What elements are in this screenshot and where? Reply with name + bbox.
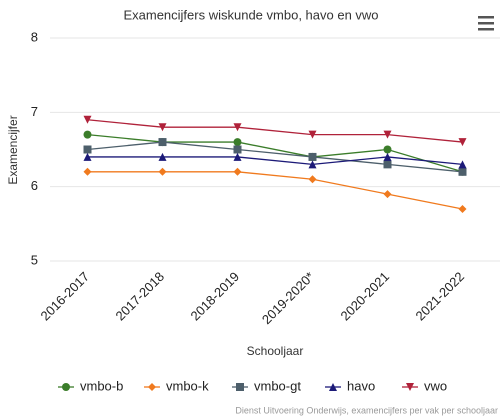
- credits: Dienst Uitvoering Onderwijs, examencijfe…: [235, 405, 498, 415]
- marker: [383, 160, 392, 169]
- x-tick-label: 2019-2020*: [259, 269, 317, 327]
- legend-marker: [329, 383, 337, 391]
- marker: [308, 160, 317, 169]
- legend-label: havo: [347, 378, 375, 393]
- legend-marker: [406, 383, 414, 391]
- series-line: [87, 133, 463, 173]
- marker: [83, 115, 92, 124]
- menu-bar: [478, 28, 494, 31]
- y-tick-label: 8: [31, 29, 38, 44]
- marker: [83, 152, 92, 161]
- x-tick-label: 2018-2019: [187, 269, 242, 324]
- menu-button[interactable]: [478, 16, 494, 31]
- marker: [308, 175, 317, 184]
- y-tick-label: 7: [31, 104, 38, 119]
- series-line: [87, 171, 463, 210]
- marker: [158, 138, 167, 147]
- y-tick-label: 5: [31, 252, 38, 267]
- y-tick-label: 6: [31, 178, 38, 193]
- legend-marker: [62, 383, 70, 391]
- marker: [308, 130, 317, 139]
- marker: [383, 190, 392, 199]
- x-tick-label: 2020-2021: [337, 269, 392, 324]
- menu-bar: [478, 16, 494, 19]
- series-line: [87, 141, 463, 173]
- x-tick-label: 2017-2018: [112, 269, 167, 324]
- series-line: [87, 119, 463, 143]
- legend-label: vmbo-gt: [254, 378, 301, 393]
- marker: [383, 145, 392, 154]
- series-line: [87, 156, 463, 166]
- legend-marker: [148, 383, 156, 391]
- marker: [233, 145, 242, 154]
- y-axis-label: Examencijfer: [6, 115, 20, 184]
- marker: [158, 123, 167, 132]
- x-axis-label: Schooljaar: [247, 344, 304, 358]
- marker: [458, 167, 467, 176]
- marker: [158, 152, 167, 161]
- marker: [383, 130, 392, 139]
- marker: [233, 167, 242, 176]
- legend-marker: [236, 383, 244, 391]
- marker: [308, 152, 317, 161]
- marker: [383, 152, 392, 161]
- marker: [458, 160, 467, 169]
- marker: [458, 138, 467, 147]
- menu-bar: [478, 22, 494, 25]
- marker: [233, 123, 242, 132]
- marker: [83, 130, 92, 139]
- marker: [83, 167, 92, 176]
- legend-label: vwo: [424, 378, 447, 393]
- legend-label: vmbo-b: [80, 378, 123, 393]
- marker: [83, 145, 92, 154]
- marker: [458, 204, 467, 213]
- marker: [233, 138, 242, 147]
- legend-label: vmbo-k: [166, 378, 209, 393]
- chart-title: Examencijfers wiskunde vmbo, havo en vwo: [123, 7, 378, 22]
- marker: [233, 152, 242, 161]
- marker: [158, 167, 167, 176]
- x-tick-label: 2016-2017: [37, 269, 92, 324]
- x-tick-label: 2021-2022: [412, 269, 467, 324]
